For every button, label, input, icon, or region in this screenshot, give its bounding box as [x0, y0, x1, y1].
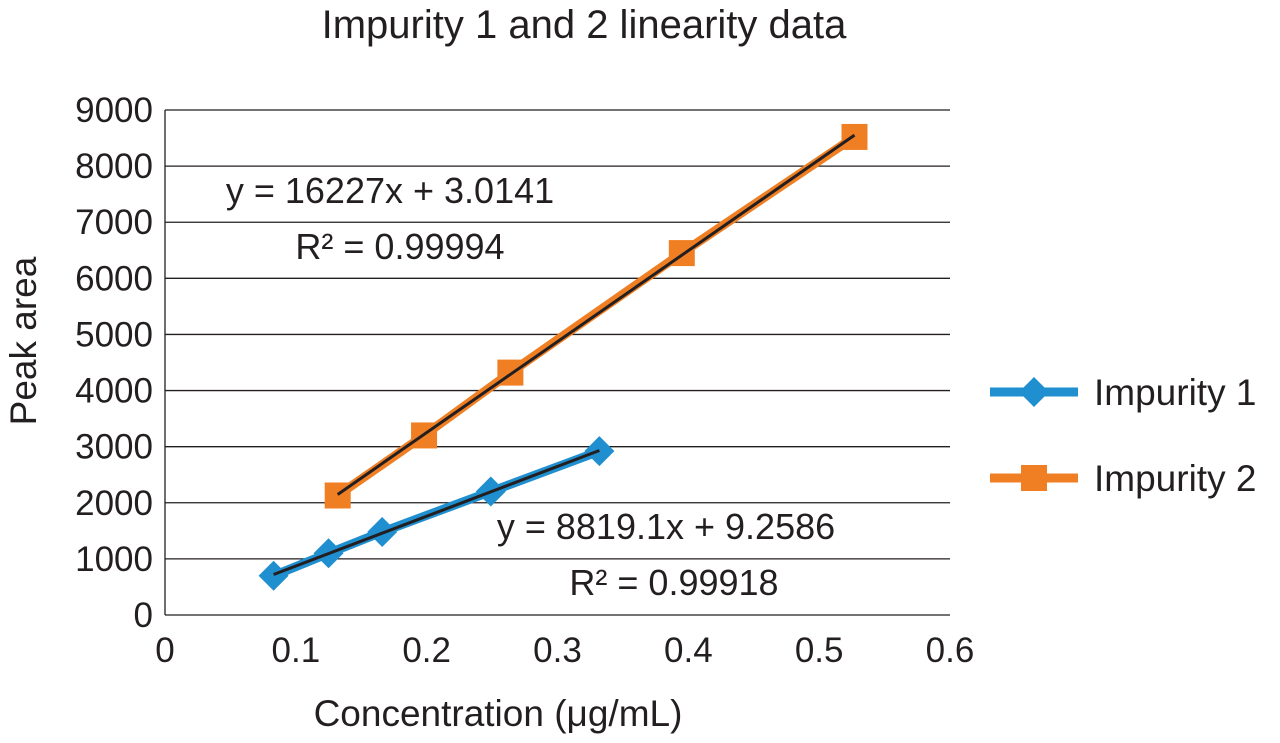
x-tick-label-0.6: 0.6: [926, 631, 975, 670]
impurity-1-point-1: [258, 560, 289, 591]
x-tick-label-0: 0: [155, 631, 174, 670]
y-tick-label-7000: 7000: [75, 203, 153, 242]
y-tick-label-1000: 1000: [75, 540, 153, 579]
legend-marker-impurity-1: [1019, 377, 1049, 407]
x-tick-label-0.4: 0.4: [664, 631, 713, 670]
x-tick-label-0.1: 0.1: [272, 631, 321, 670]
legend-label-impurity-1: Impurity 1: [1094, 372, 1256, 413]
series-layer: [258, 123, 868, 591]
x-tick-label-0.2: 0.2: [402, 631, 451, 670]
y-tick-label-4000: 4000: [75, 372, 153, 411]
legend-item-impurity-2: Impurity 2: [990, 458, 1256, 499]
impurity-2-trendline-equation: y = 16227x + 3.0141: [226, 170, 554, 211]
impurity-2-r-squared: R² = 0.99994: [295, 226, 504, 267]
legend-label-impurity-2: Impurity 2: [1094, 458, 1256, 499]
y-tick-label-8000: 8000: [75, 147, 153, 186]
legend-item-impurity-1: Impurity 1: [990, 372, 1256, 413]
impurity-2-series: [324, 123, 868, 509]
x-tick-label-0.5: 0.5: [795, 631, 844, 670]
y-tick-label-5000: 5000: [75, 315, 153, 354]
y-tick-labels: 0 1000 2000 3000 4000 5000 6000 7000 8000 9000: [75, 91, 153, 635]
impurity-1-r-squared: R² = 0.99918: [569, 562, 778, 603]
y-tick-label-3000: 3000: [75, 428, 153, 467]
impurity-1-trendline-equation: y = 8819.1x + 9.2586: [497, 506, 835, 547]
impurity-2-trendline: [336, 133, 856, 496]
y-tick-label-2000: 2000: [75, 484, 153, 523]
y-tick-label-6000: 6000: [75, 259, 153, 298]
axes: [164, 110, 950, 616]
chart-title: Impurity 1 and 2 linearity data: [322, 3, 847, 47]
x-tick-label-0.3: 0.3: [533, 631, 582, 670]
x-tick-labels: 0 0.1 0.2 0.3 0.4 0.5 0.6: [155, 631, 974, 670]
impurity-1-series: [258, 436, 615, 591]
y-axis-title: Peak area: [3, 256, 44, 425]
legend-marker-impurity-2: [1021, 465, 1047, 491]
x-axis-title: Concentration (μg/mL): [314, 693, 683, 734]
y-tick-label-9000: 9000: [75, 91, 153, 130]
impurity-1-trendline: [273, 449, 600, 576]
legend: Impurity 1 Impurity 2: [990, 372, 1256, 499]
y-tick-label-0: 0: [134, 596, 153, 635]
